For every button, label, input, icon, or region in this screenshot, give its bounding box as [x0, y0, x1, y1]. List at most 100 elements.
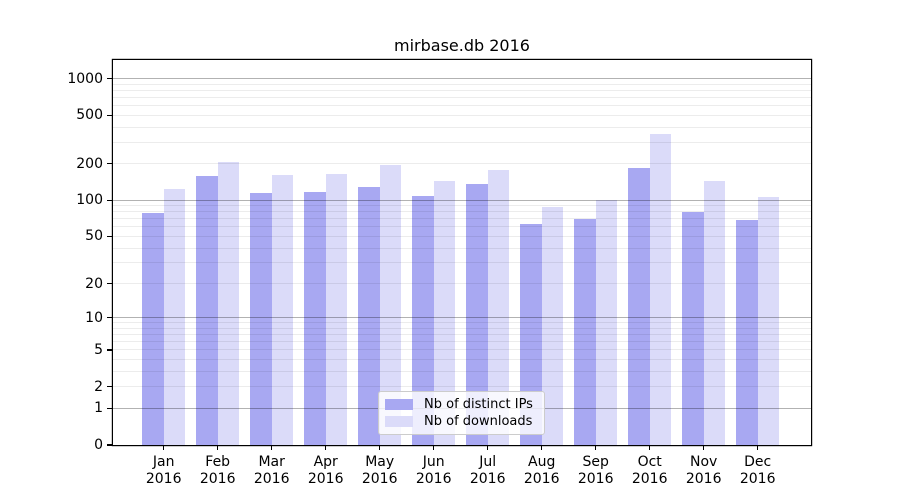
bar-nb-of-distinct-ips-jul: [466, 183, 488, 445]
bar-nb-of-downloads-dec: [757, 197, 780, 445]
legend-swatch-distinct-ips: [385, 399, 413, 410]
bar-nb-of-downloads-nov: [703, 181, 726, 445]
x-tick-year: 2016: [469, 471, 506, 487]
x-tick-label-sep: Sep 2016: [566, 454, 626, 488]
x-tick-label-oct: Oct 2016: [620, 454, 680, 488]
y-tick-mark: [107, 114, 113, 116]
x-tick-mark: [433, 445, 435, 450]
x-tick-year: 2016: [685, 471, 722, 487]
y-tick-label: 500: [76, 107, 103, 124]
y-tick-mark: [107, 235, 113, 238]
x-tick-month: Dec: [744, 454, 772, 470]
x-tick-year: 2016: [253, 471, 290, 487]
y-tick-label: 5: [94, 341, 103, 358]
x-tick-mark: [703, 445, 705, 450]
y-tick-mark: [107, 163, 113, 165]
y-tick-mark: [107, 386, 113, 388]
legend-label-downloads: Nb of downloads: [424, 414, 533, 429]
x-tick-year: 2016: [523, 471, 560, 487]
x-tick-mark: [487, 445, 489, 450]
x-tick-year: 2016: [199, 471, 236, 487]
y-tick-label: 1: [94, 400, 103, 417]
bar-nb-of-distinct-ips-sep: [574, 218, 596, 445]
x-tick-mark: [541, 445, 543, 450]
bar-nb-of-distinct-ips-jun: [412, 195, 434, 445]
bar-nb-of-distinct-ips-aug: [520, 224, 542, 445]
bar-nb-of-downloads-jan: [163, 189, 186, 445]
y-tick-label: 200: [76, 155, 103, 172]
bar-nb-of-downloads-jul: [487, 170, 510, 445]
x-tick-month: Aug: [528, 454, 556, 470]
legend-swatch-downloads: [385, 416, 413, 427]
x-tick-month: Mar: [258, 454, 285, 470]
x-tick-mark: [379, 445, 381, 450]
y-tick-label: 100: [76, 192, 103, 209]
x-tick-month: Jan: [152, 454, 175, 470]
chart-title: mirbase.db 2016: [394, 36, 530, 55]
bars-layer: [113, 60, 811, 445]
bar-nb-of-downloads-apr: [325, 173, 348, 445]
y-tick-mark: [107, 77, 113, 80]
bar-nb-of-downloads-mar: [271, 174, 294, 445]
bar-nb-of-distinct-ips-mar: [250, 192, 272, 445]
x-tick-year: 2016: [631, 471, 668, 487]
bar-nb-of-downloads-may: [379, 164, 402, 445]
y-tick-label: 10: [85, 309, 103, 326]
x-tick-month: Jun: [422, 454, 445, 470]
bar-nb-of-downloads-oct: [649, 133, 672, 445]
x-tick-month: Jul: [479, 454, 497, 470]
bar-nb-of-distinct-ips-jan: [142, 212, 164, 445]
x-tick-month: Oct: [637, 454, 662, 470]
x-tick-month: Apr: [313, 454, 338, 470]
y-tick-mark: [107, 282, 113, 285]
x-tick-label-feb: Feb 2016: [188, 454, 248, 488]
x-tick-mark: [757, 445, 759, 450]
x-tick-mark: [271, 445, 273, 450]
y-tick-label: 1000: [67, 70, 103, 87]
bar-nb-of-distinct-ips-nov: [682, 211, 704, 445]
plot-area: [113, 60, 811, 445]
legend-row-distinct-ips: Nb of distinct IPs: [385, 396, 538, 413]
y-tick-label: 2: [94, 378, 103, 395]
x-tick-year: 2016: [577, 471, 614, 487]
bar-nb-of-distinct-ips-may: [358, 186, 380, 445]
x-tick-year: 2016: [739, 471, 776, 487]
bar-nb-of-downloads-feb: [217, 162, 240, 445]
x-tick-label-jul: Jul 2016: [458, 454, 518, 488]
x-tick-year: 2016: [415, 471, 452, 487]
x-tick-mark: [325, 445, 327, 450]
bar-nb-of-distinct-ips-oct: [628, 167, 650, 445]
x-tick-label-dec: Dec 2016: [728, 454, 788, 488]
x-tick-month: Feb: [205, 454, 231, 470]
x-tick-mark: [163, 445, 165, 450]
x-tick-month: Nov: [690, 454, 718, 470]
x-tick-mark: [649, 445, 651, 450]
x-tick-label-jun: Jun 2016: [404, 454, 464, 488]
x-tick-month: Sep: [582, 454, 609, 470]
x-tick-label-aug: Aug 2016: [512, 454, 572, 488]
legend-row-downloads: Nb of downloads: [385, 413, 538, 430]
x-tick-year: 2016: [361, 471, 398, 487]
legend: Nb of distinct IPs Nb of downloads: [378, 391, 545, 435]
bar-nb-of-distinct-ips-dec: [736, 220, 758, 445]
x-tick-mark: [595, 445, 597, 450]
x-tick-label-may: May 2016: [350, 454, 410, 488]
x-tick-label-mar: Mar 2016: [242, 454, 302, 488]
x-tick-label-nov: Nov 2016: [674, 454, 734, 488]
y-tick-mark: [107, 349, 113, 351]
y-tick-label: 50: [85, 228, 103, 245]
y-tick-label: 20: [85, 275, 103, 292]
bar-nb-of-distinct-ips-apr: [304, 191, 326, 445]
y-tick-label: 0: [94, 437, 103, 453]
legend-label-distinct-ips: Nb of distinct IPs: [424, 397, 533, 412]
bar-nb-of-distinct-ips-feb: [196, 176, 218, 445]
y-tick-mark: [107, 199, 113, 201]
x-tick-month: May: [365, 454, 395, 470]
y-tick-mark: [107, 444, 113, 446]
y-tick-mark: [107, 407, 113, 409]
x-tick-year: 2016: [307, 471, 344, 487]
x-tick-year: 2016: [145, 471, 182, 487]
x-tick-mark: [217, 445, 219, 450]
bar-nb-of-downloads-jun: [433, 180, 456, 445]
